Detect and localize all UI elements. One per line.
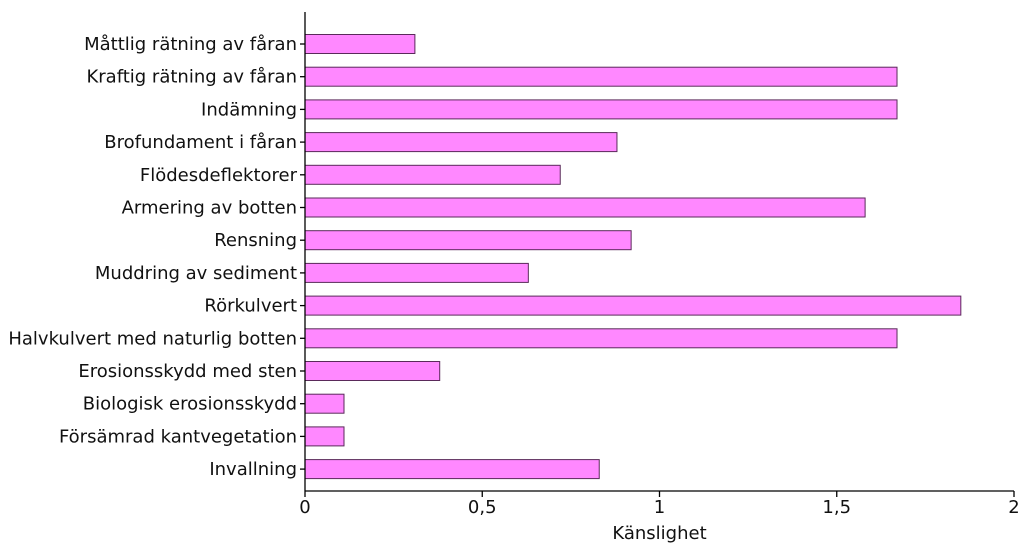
x-tick-label: 0: [299, 497, 310, 518]
x-tick-label: 2: [1008, 497, 1019, 518]
category-label: Biologisk erosionsskydd: [83, 394, 297, 415]
bar: [304, 328, 898, 349]
category-label: Kraftig rätning av fåran: [86, 67, 297, 88]
category-label: Erosionsskydd med sten: [78, 361, 297, 382]
x-tick-label: 1,5: [822, 497, 851, 518]
bar: [304, 295, 962, 316]
bar: [304, 197, 866, 218]
bar: [304, 230, 632, 251]
bar: [304, 426, 345, 447]
category-label: Rensning: [214, 230, 297, 251]
category-label: Armering av botten: [122, 198, 297, 219]
category-label: Rörkulvert: [204, 296, 297, 317]
y-ticks-group: [300, 43, 305, 470]
category-label: Muddring av sediment: [95, 263, 297, 284]
x-ticks-group: [304, 491, 1015, 497]
x-tick-label: 1: [654, 497, 665, 518]
bars-group: [304, 34, 962, 480]
bar: [304, 164, 561, 185]
x-tick-labels-group: 0 0,5 1 1,5 2: [299, 497, 1019, 518]
bar: [304, 99, 898, 120]
bar: [304, 361, 441, 381]
category-label: Invallning: [209, 459, 297, 480]
category-label: Måttlig rätning av fåran: [84, 34, 297, 55]
category-label: Brofundament i fåran: [104, 132, 297, 153]
category-label: Försämrad kantvegetation: [59, 426, 297, 447]
category-label: Flödesdeflektorer: [140, 165, 298, 186]
bar: [304, 66, 898, 87]
x-axis-title: Känslighet: [612, 523, 706, 544]
category-labels-group: Måttlig rätning av fåran Kraftig rätning …: [8, 34, 297, 480]
bar: [304, 393, 345, 414]
category-label: Halvkulvert med naturlig botten: [8, 328, 297, 349]
category-label: Indämning: [201, 99, 297, 120]
bar: [304, 459, 600, 480]
bar: [304, 132, 618, 153]
x-tick-label: 0,5: [468, 497, 497, 518]
bar: [304, 34, 416, 54]
bar: [304, 262, 529, 283]
